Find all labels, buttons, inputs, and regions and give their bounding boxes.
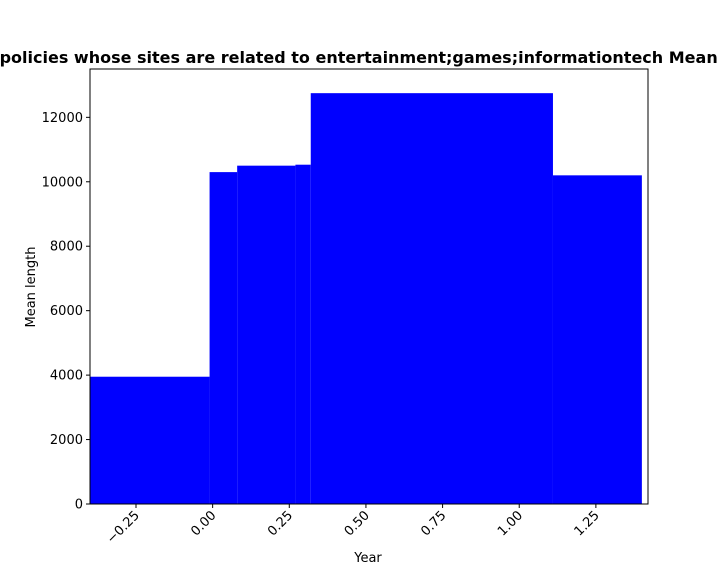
bar-0 bbox=[90, 376, 210, 504]
x-tick-label: 0.50 bbox=[342, 508, 373, 539]
x-tick-label: 1.25 bbox=[572, 508, 603, 539]
bar-1 bbox=[209, 172, 238, 504]
x-tick-label: 1.00 bbox=[495, 508, 526, 539]
y-axis: 0 2000 4000 6000 8000 10000 12000 bbox=[42, 111, 90, 513]
plot-frame bbox=[89, 68, 649, 505]
y-tick-label: 6000 bbox=[50, 304, 83, 319]
x-axis: −0.25 0.00 0.25 0.50 0.75 1.00 1.25 bbox=[104, 504, 603, 547]
x-tick-label: 0.00 bbox=[188, 508, 219, 539]
y-tick-label: 10000 bbox=[42, 175, 83, 190]
bars-group bbox=[90, 93, 642, 505]
bar-3 bbox=[295, 164, 311, 504]
chart-title: Mean length of privacy policies whose si… bbox=[0, 48, 720, 67]
x-axis-label: Year bbox=[353, 551, 382, 566]
y-tick-label: 2000 bbox=[50, 433, 83, 448]
y-axis-label: Mean length bbox=[24, 247, 39, 328]
y-tick-label: 0 bbox=[75, 498, 83, 513]
y-tick-label: 8000 bbox=[50, 240, 83, 255]
bar-2 bbox=[237, 165, 296, 504]
x-tick-label: 0.75 bbox=[418, 508, 449, 539]
y-tick-label: 4000 bbox=[50, 369, 83, 384]
y-tick-label: 12000 bbox=[42, 111, 83, 126]
bar-4 bbox=[310, 93, 553, 505]
x-tick-label: 0.25 bbox=[265, 508, 296, 539]
bar-5 bbox=[552, 175, 642, 505]
x-tick-label: −0.25 bbox=[104, 508, 143, 547]
